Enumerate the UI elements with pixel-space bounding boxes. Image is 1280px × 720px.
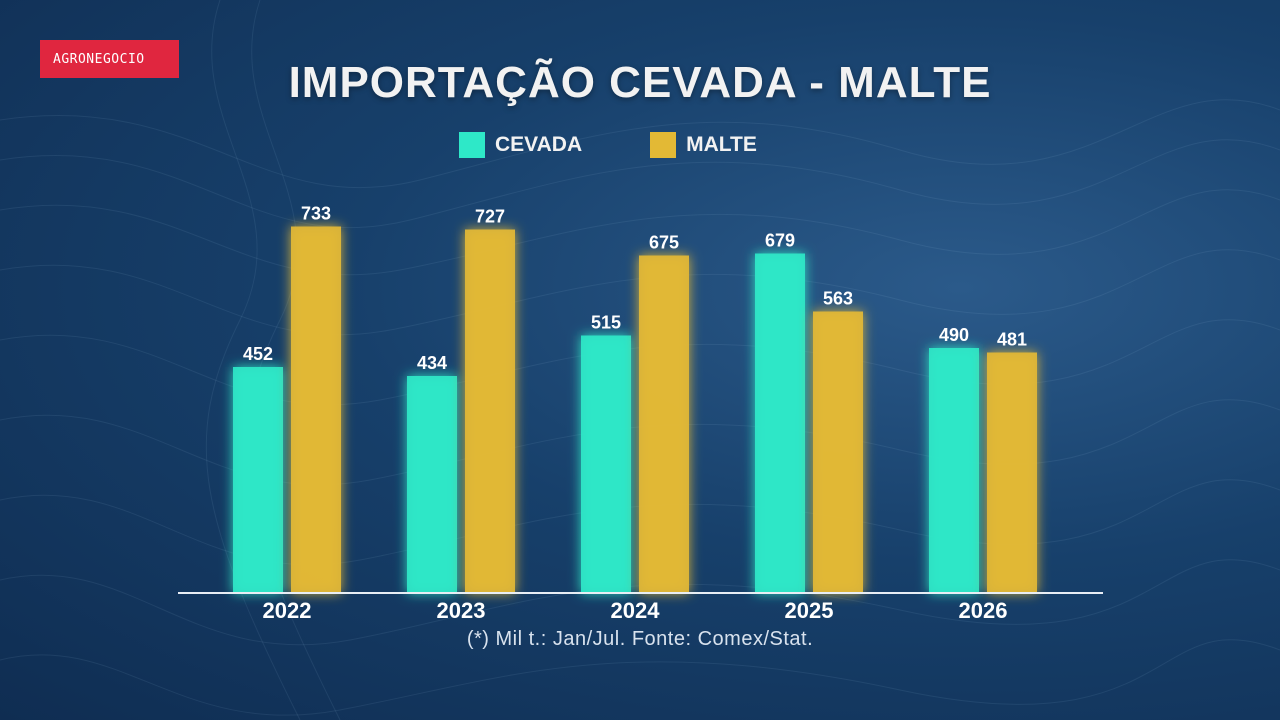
bar-cevada-2026	[929, 348, 979, 593]
legend-swatch-cevada	[459, 132, 485, 158]
chart-legend: CEVADA MALTE	[459, 130, 825, 160]
bar-malte-2022	[291, 226, 341, 593]
bar-malte-2023	[465, 229, 515, 593]
x-tick-label-2024: 2024	[611, 598, 661, 623]
bar-malte-2024	[639, 255, 689, 593]
legend-label-cevada: CEVADA	[495, 133, 583, 156]
legend-label-malte: MALTE	[686, 133, 757, 156]
bar-malte-2026	[987, 352, 1037, 593]
x-tick-label-2026: 2026	[959, 598, 1008, 623]
data-label-malte-2025: 563	[823, 289, 853, 309]
chart-title: IMPORTAÇÃO CEVADA - MALTE	[288, 58, 992, 107]
data-label-malte-2026: 481	[997, 330, 1027, 350]
data-label-cevada-2024: 515	[591, 313, 621, 333]
bar-cevada-2024	[581, 335, 631, 593]
data-label-cevada-2022: 452	[243, 344, 273, 364]
bar-cevada-2023	[407, 376, 457, 593]
x-tick-label-2023: 2023	[437, 598, 486, 623]
x-tick-label-2025: 2025	[785, 598, 834, 623]
data-label-cevada-2023: 434	[417, 353, 447, 373]
legend-swatch-malte	[650, 132, 677, 158]
data-label-cevada-2026: 490	[939, 325, 969, 345]
x-tick-label-2022: 2022	[263, 598, 312, 623]
data-label-malte-2023: 727	[475, 207, 505, 227]
bar-malte-2025	[813, 311, 863, 593]
data-label-malte-2024: 675	[649, 233, 679, 253]
data-label-malte-2022: 733	[301, 204, 331, 224]
legend-item-cevada: CEVADA	[459, 132, 582, 158]
category-badge: AGRONEGOCIO	[40, 40, 179, 78]
legend-item-malte: MALTE	[650, 132, 757, 158]
source-footnote: (*) Mil t.: Jan/Jul. Fonte: Comex/Stat.	[466, 628, 814, 650]
bar-cevada-2022	[233, 367, 283, 593]
bar-cevada-2025	[755, 253, 805, 593]
data-label-cevada-2025: 679	[765, 231, 795, 251]
